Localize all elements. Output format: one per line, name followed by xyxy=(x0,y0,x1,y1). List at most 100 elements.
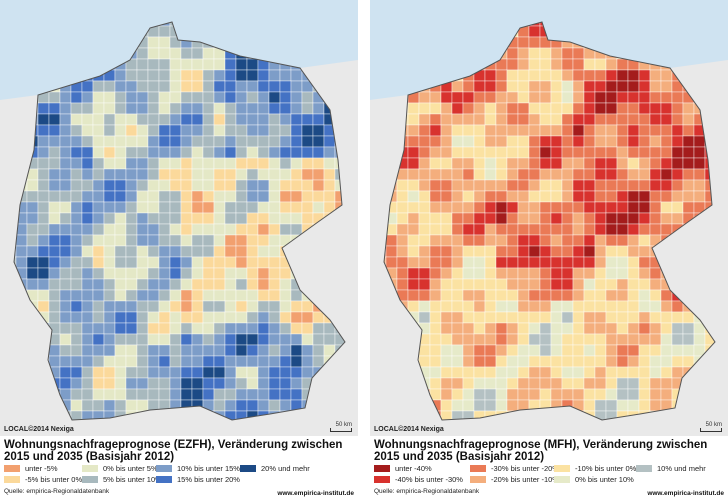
district-area xyxy=(334,322,345,335)
district-area xyxy=(290,102,303,115)
district-area xyxy=(616,58,629,71)
district-area xyxy=(279,201,292,214)
district-area xyxy=(716,400,727,411)
district-area xyxy=(484,124,497,137)
district-area xyxy=(92,179,105,192)
district-area xyxy=(716,356,727,367)
district-area xyxy=(649,344,662,357)
district-area xyxy=(429,355,442,368)
district-area xyxy=(495,179,508,192)
district-area xyxy=(14,267,17,280)
district-area xyxy=(202,355,215,368)
district-area xyxy=(550,47,563,60)
district-area xyxy=(384,300,387,313)
district-area xyxy=(440,245,453,258)
district-area xyxy=(346,125,357,136)
district-area xyxy=(506,366,519,379)
district-area xyxy=(290,124,303,137)
district-area xyxy=(616,399,629,412)
district-area xyxy=(660,113,673,126)
district-area xyxy=(440,388,453,401)
district-area xyxy=(418,311,431,324)
district-area xyxy=(606,422,617,433)
district-area xyxy=(213,201,226,214)
district-area xyxy=(169,300,182,313)
district-area xyxy=(716,70,727,81)
district-area xyxy=(429,234,442,247)
district-area xyxy=(682,113,695,126)
district-area xyxy=(440,113,453,126)
district-area xyxy=(158,113,171,126)
district-area xyxy=(312,388,325,401)
district-area xyxy=(407,157,420,170)
district-area xyxy=(323,256,336,269)
district-area xyxy=(257,278,270,291)
district-area xyxy=(114,146,127,159)
district-area xyxy=(92,366,105,379)
district-area xyxy=(627,135,640,148)
district-area xyxy=(616,113,629,126)
district-area xyxy=(158,102,171,115)
district-area xyxy=(125,355,138,368)
district-area xyxy=(693,410,706,420)
district-area xyxy=(572,223,585,236)
district-area xyxy=(26,355,39,368)
district-area xyxy=(550,377,563,390)
district-area xyxy=(15,355,28,368)
district-area xyxy=(660,311,673,324)
district-area xyxy=(384,146,387,159)
district-area xyxy=(312,333,325,346)
district-area xyxy=(385,102,398,115)
district-area xyxy=(323,377,336,390)
district-area xyxy=(279,333,292,346)
legend-swatch xyxy=(554,465,570,472)
district-area xyxy=(169,146,182,159)
district-area xyxy=(462,278,475,291)
district-area xyxy=(407,245,420,258)
district-area xyxy=(202,157,215,170)
district-area xyxy=(396,377,409,390)
district-area xyxy=(114,399,127,412)
district-area xyxy=(649,69,662,82)
district-area xyxy=(103,245,116,258)
district-area xyxy=(290,366,303,379)
legend-swatch xyxy=(374,465,390,472)
district-area xyxy=(539,333,552,346)
district-area xyxy=(48,300,61,313)
district-area xyxy=(26,333,39,346)
district-area xyxy=(180,135,193,148)
district-area xyxy=(495,135,508,148)
district-area xyxy=(14,399,17,412)
website-link[interactable]: www.empirica-institut.de xyxy=(277,490,354,497)
sea xyxy=(370,0,728,100)
district-area xyxy=(649,190,662,203)
district-area xyxy=(114,80,127,93)
district-area xyxy=(26,388,39,401)
district-area xyxy=(660,124,673,137)
district-area xyxy=(246,355,259,368)
district-area xyxy=(384,366,387,379)
district-area xyxy=(451,322,464,335)
district-area xyxy=(429,190,442,203)
district-area xyxy=(539,201,552,214)
district-area xyxy=(114,267,127,280)
district-area xyxy=(583,267,596,280)
district-area xyxy=(506,102,519,115)
district-area xyxy=(81,366,94,379)
district-area xyxy=(15,344,28,357)
district-area xyxy=(638,388,651,401)
district-area xyxy=(323,267,336,280)
district-area xyxy=(418,278,431,291)
district-area xyxy=(312,157,325,170)
website-link[interactable]: www.empirica-institut.de xyxy=(647,490,724,497)
district-area xyxy=(224,179,237,192)
district-area xyxy=(649,113,662,126)
district-area xyxy=(169,80,182,93)
district-area xyxy=(268,91,281,104)
district-area xyxy=(384,278,387,291)
district-area xyxy=(385,135,398,148)
district-area xyxy=(605,300,618,313)
district-area xyxy=(671,245,684,258)
district-area xyxy=(385,399,398,412)
district-area xyxy=(224,355,237,368)
